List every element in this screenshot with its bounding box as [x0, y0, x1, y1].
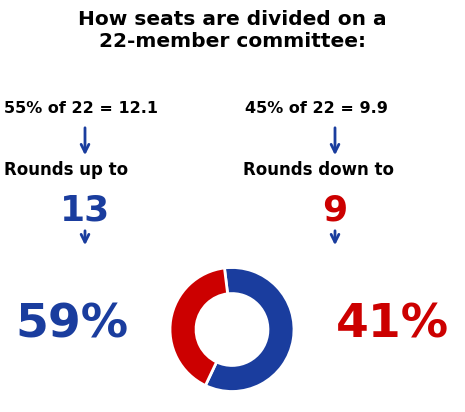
Text: 59%: 59% — [15, 302, 128, 347]
Wedge shape — [170, 268, 228, 386]
Text: 9: 9 — [322, 193, 348, 227]
Text: 55% of 22 = 12.1: 55% of 22 = 12.1 — [4, 101, 158, 115]
Wedge shape — [206, 267, 294, 391]
Text: How seats are divided on a
22-member committee:: How seats are divided on a 22-member com… — [78, 10, 386, 51]
Text: 13: 13 — [60, 193, 110, 227]
Text: Rounds up to: Rounds up to — [4, 161, 128, 179]
Text: 45% of 22 = 9.9: 45% of 22 = 9.9 — [245, 101, 388, 115]
Text: Rounds down to: Rounds down to — [243, 161, 394, 179]
Text: 41%: 41% — [335, 302, 449, 347]
